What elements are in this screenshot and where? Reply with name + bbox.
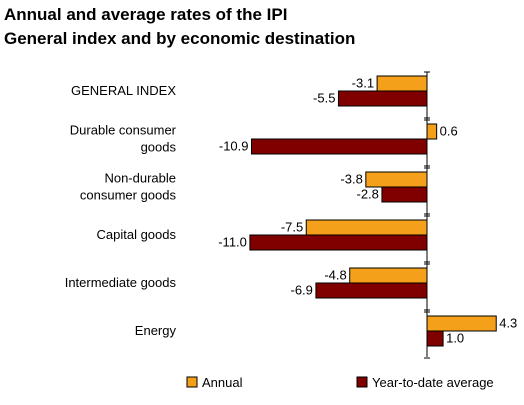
category-label-line: consumer goods <box>80 188 177 203</box>
category-label-line: Capital goods <box>97 227 177 242</box>
data-label: -4.8 <box>324 268 346 283</box>
category-label: Energy <box>135 323 177 338</box>
bar-annual <box>376 75 428 92</box>
legend-label-ytd-average: Year-to-date average <box>372 375 494 390</box>
legend-swatch-ytd-average <box>356 376 368 388</box>
bar-ytd-average <box>251 138 428 155</box>
bar-ytd-average <box>381 186 428 203</box>
data-label: 4.3 <box>499 316 517 331</box>
bar-annual <box>365 171 428 188</box>
chart-subtitle: General index and by economic destinatio… <box>4 29 356 48</box>
category-label: Durable consumer goods <box>70 123 177 155</box>
data-label: -10.9 <box>219 139 249 154</box>
legend-swatch-annual <box>186 376 198 388</box>
category-label-line: goods <box>141 140 177 155</box>
category-label-line: Non-durable <box>104 171 176 186</box>
legend-label-annual: Annual <box>202 375 243 390</box>
chart-title: Annual and average rates of the IPI <box>4 5 288 24</box>
bar-ytd-average <box>337 90 428 107</box>
category-label: Intermediate goods <box>65 275 177 290</box>
bar-ytd-average <box>426 330 444 347</box>
data-label: -6.9 <box>291 283 313 298</box>
bar-ytd-average <box>315 282 428 299</box>
category-label-line: Intermediate goods <box>65 275 177 290</box>
data-label: -5.5 <box>313 91 335 106</box>
data-label: -3.8 <box>340 172 362 187</box>
category-label-line: GENERAL INDEX <box>71 83 176 98</box>
bar-annual <box>426 315 497 332</box>
bar-annual <box>305 219 428 236</box>
category-label: Capital goods <box>97 227 177 242</box>
category-label-line: Energy <box>135 323 177 338</box>
bar-annual <box>349 267 428 284</box>
category-label: Non-durable consumer goods <box>80 171 177 203</box>
data-label: -11.0 <box>218 235 247 250</box>
data-label: 0.6 <box>440 124 458 139</box>
bar-annual <box>426 123 438 140</box>
data-label: -2.8 <box>357 187 379 202</box>
category-label-line: Durable consumer <box>70 123 177 138</box>
data-label: -7.5 <box>281 220 303 235</box>
data-label: -3.1 <box>352 76 374 91</box>
category-label: GENERAL INDEX <box>71 83 176 98</box>
data-label: 1.0 <box>446 331 464 346</box>
chart-title-block: Annual and average rates of the IPI Gene… <box>4 3 355 51</box>
bar-ytd-average <box>249 234 428 251</box>
